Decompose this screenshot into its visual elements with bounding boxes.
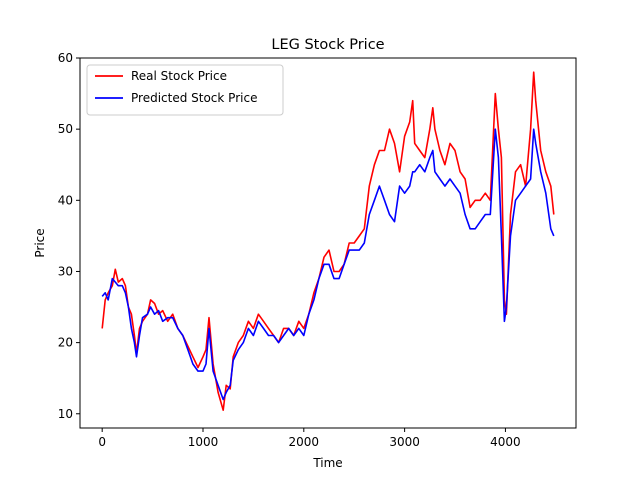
- y-tick-label: 60: [58, 51, 73, 65]
- y-tick-label: 20: [58, 336, 73, 350]
- y-tick-label: 30: [58, 264, 73, 278]
- axes-frame: [79, 57, 577, 429]
- x-axis: 0 1000 2000 3000 4000: [98, 428, 521, 449]
- plot-area: [101, 71, 555, 412]
- y-axis-label: Price: [33, 228, 47, 257]
- x-tick-label: 3000: [389, 435, 420, 449]
- series-line-predicted: [101, 128, 555, 401]
- x-tick-label: 0: [98, 435, 106, 449]
- y-tick-label: 10: [58, 407, 73, 421]
- y-tick-label: 50: [58, 122, 73, 136]
- x-tick-label: 1000: [188, 435, 219, 449]
- y-axis: 10 20 30 40 50 60: [58, 51, 80, 421]
- legend: Real Stock Price Predicted Stock Price: [86, 64, 284, 116]
- legend-label-predicted: Predicted Stock Price: [131, 91, 257, 105]
- chart-title: LEG Stock Price: [271, 37, 384, 53]
- x-axis-label: Time: [312, 456, 342, 470]
- legend-box: [86, 64, 284, 116]
- y-tick-label: 40: [58, 193, 73, 207]
- x-tick-label: 2000: [289, 435, 320, 449]
- x-tick-label: 4000: [490, 435, 521, 449]
- legend-label-real: Real Stock Price: [131, 69, 227, 83]
